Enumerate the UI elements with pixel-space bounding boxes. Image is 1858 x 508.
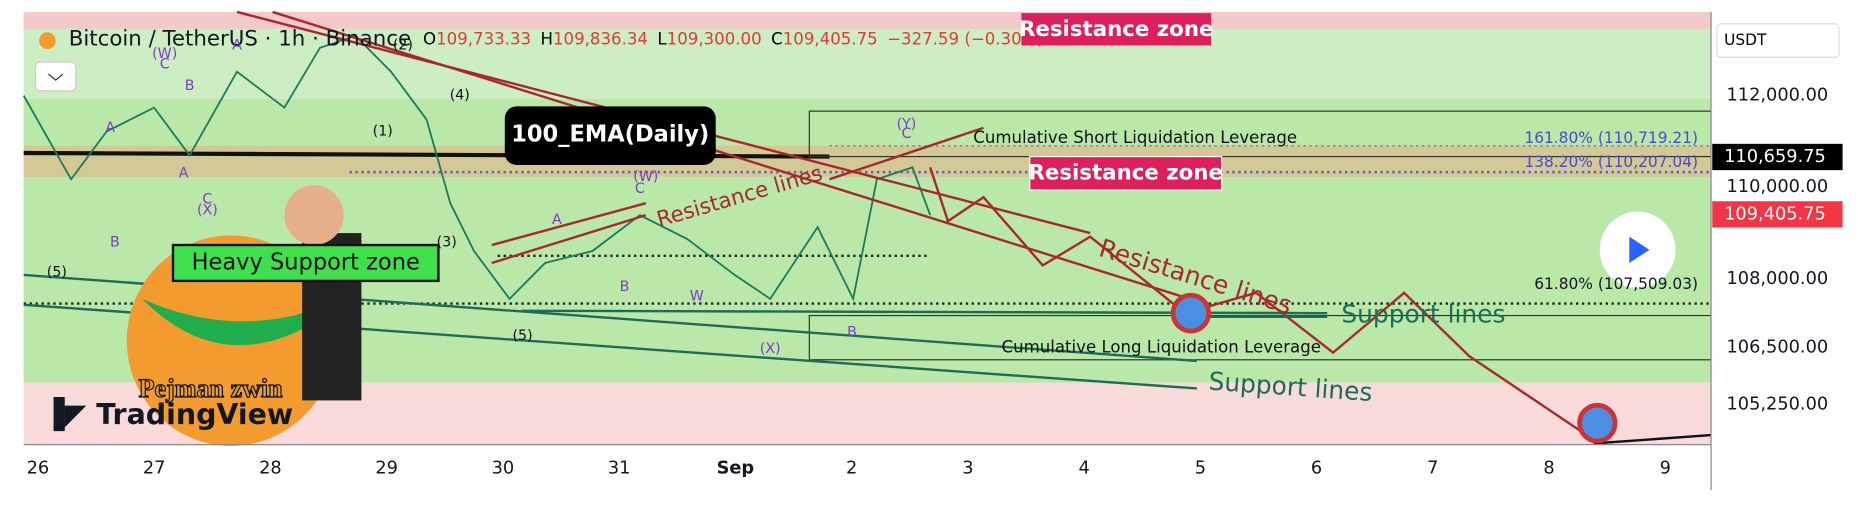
time-tick-label: 7 — [1427, 458, 1438, 479]
wave-label: W — [690, 288, 704, 304]
time-tick-label: 27 — [143, 458, 166, 479]
collapse-button[interactable] — [34, 61, 77, 92]
target-icon — [1577, 402, 1618, 444]
wave-label: A — [232, 37, 242, 53]
ohlc-value: 109,405.75 — [783, 29, 878, 48]
avatar-head — [284, 185, 344, 246]
wave-labels: (W)CABAAC(X)B(5)(1)(4)(3)(2)(5)ABW(W)C(X… — [47, 37, 917, 357]
ohlc-key: C — [771, 29, 783, 48]
time-tick-label: 29 — [375, 458, 398, 479]
wave-label: C — [635, 181, 645, 197]
ohlc-value: 109,733.33 — [436, 29, 531, 48]
wave-label: B — [620, 279, 630, 295]
annotation: Resistance zone — [1019, 17, 1213, 42]
ohlc-value: 109,300.00 — [667, 29, 762, 48]
price-tick-label: 105,250.00 — [1726, 394, 1828, 415]
wave-label: C — [902, 126, 912, 142]
price-badge — [1712, 143, 1843, 171]
wave-label: (W) — [633, 169, 658, 185]
wave-label: (5) — [47, 264, 67, 280]
wave-label: B — [185, 78, 195, 94]
logo-swoosh — [142, 292, 356, 346]
label-box — [1021, 13, 1212, 46]
wave-label: (3) — [437, 235, 457, 251]
target-icon — [1170, 292, 1212, 334]
currency: USDT — [1724, 31, 1767, 49]
wave-label: (2) — [393, 37, 413, 53]
price-tick-label: 106,500.00 — [1726, 336, 1828, 357]
fib-label: 138.20% (110,207.04) — [1524, 153, 1698, 171]
fib-label: 61.80% (107,509.03) — [1534, 275, 1698, 293]
wave-label: A — [105, 120, 115, 136]
top-red-zone — [23, 11, 1712, 29]
label-box — [171, 243, 440, 283]
price-badge-label: 110,659.75 — [1724, 146, 1826, 167]
price-path — [22, 34, 932, 302]
time-tick-label: 6 — [1311, 458, 1322, 479]
wave-label: A — [552, 212, 562, 228]
symbol: Bitcoin / TetherUS · 1h · Binance — [69, 26, 411, 51]
price-tick-label: 110,000.00 — [1726, 176, 1828, 197]
price-axis — [1711, 11, 1847, 491]
ohlc-key: L — [657, 29, 667, 48]
author: Pejman zwin — [139, 374, 283, 403]
time-tick-label: 26 — [27, 458, 50, 479]
wave-label: (X) — [197, 202, 218, 218]
price-badge — [1712, 201, 1843, 228]
wave-label: (Y) — [897, 116, 917, 132]
wave-label: (W) — [152, 46, 177, 62]
chevron — [48, 73, 64, 81]
time-tick-label: 28 — [259, 458, 282, 479]
time-tick-label: 30 — [492, 458, 515, 479]
symbol-icon — [39, 32, 56, 50]
time-tick-label: 9 — [1660, 458, 1671, 479]
ohlc-value: 109,836.34 — [553, 29, 648, 48]
wave-label: C — [160, 57, 170, 73]
annotation: Support lines — [1341, 299, 1505, 328]
time-tick-label: 31 — [608, 458, 631, 479]
annotation: Resistance zone — [1028, 160, 1222, 185]
brand: ▐◤ TradingView — [43, 397, 294, 432]
annotation: 100_EMA(Daily) — [511, 122, 709, 148]
ohlc-key: H — [541, 29, 553, 48]
time-tick-label: 8 — [1543, 458, 1554, 479]
axis-labels: 112,000.00 110,000.00 108,000.00 106,500.00… — [27, 85, 1843, 479]
price-tick-label: 112,000.00 — [1726, 85, 1828, 106]
fib-label: 161.80% (110,719.21) — [1524, 129, 1698, 147]
time-tick-label: 2 — [846, 458, 857, 479]
annotation: Cumulative Long Liquidation Leverage — [1002, 337, 1321, 356]
annotation: Heavy Support zone — [192, 249, 420, 275]
ohlc: O109,733.33 H109,836.34 L109,300.00 C109,40… — [423, 29, 1044, 48]
wave-label: (5) — [512, 328, 532, 344]
wave-label: A — [179, 165, 189, 181]
currency-box[interactable] — [1716, 23, 1840, 58]
label-box — [504, 106, 716, 165]
wave-label: B — [847, 324, 857, 340]
wave-label: B — [110, 235, 120, 251]
wave-label: C — [202, 192, 212, 208]
wave-label: (4) — [450, 88, 470, 104]
wave-label: (1) — [373, 123, 393, 139]
wave-label: (X) — [760, 341, 781, 357]
fib-labels: 161.80% (110,719.21) 138.20% (110,207.04)… — [1524, 129, 1698, 293]
label-box — [1029, 155, 1223, 191]
price-tick-label: 108,000.00 — [1726, 268, 1828, 289]
time-tick-label: Sep — [717, 458, 755, 479]
time-tick-label: 5 — [1195, 458, 1206, 479]
ohlc-key: O — [423, 29, 436, 48]
price-badge-label: 109,405.75 — [1724, 203, 1826, 224]
annotation: Cumulative Short Liquidation Leverage — [973, 128, 1297, 147]
change: −327.59 (−0.30%) — [887, 29, 1044, 48]
brand-name: TradingView — [96, 397, 293, 431]
time-tick-label: 3 — [962, 458, 973, 479]
time-tick-label: 4 — [1078, 458, 1089, 479]
trend-line — [1593, 433, 1712, 445]
play-icon — [1629, 236, 1650, 263]
